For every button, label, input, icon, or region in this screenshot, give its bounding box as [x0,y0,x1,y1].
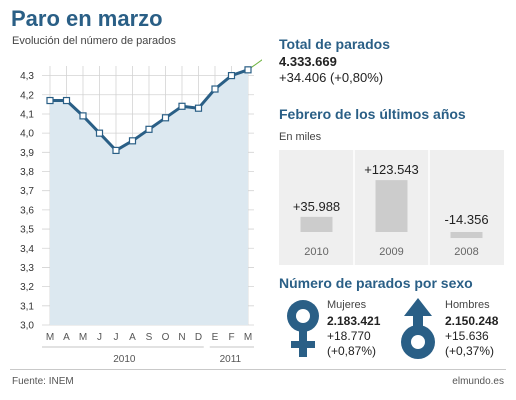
x-tick-label: J [114,332,119,343]
bar-category-label: 2010 [304,246,328,258]
february-bar-chart: +35.988 2010 +123.543 2009 -14.356 2008 [279,150,504,265]
x-tick-label: D [195,332,202,343]
total-change: +34.406 (+0,80%) [279,70,384,85]
data-point [161,114,170,122]
men-total: 2.150.248 [445,314,499,328]
total-value: 4.333.669 [279,54,337,69]
chart-subtitle: Evolución del número de parados [12,35,176,47]
x-tick-label: M [46,332,54,343]
bar-value-label: +35.988 [293,199,340,214]
x-tick-label: A [129,332,136,343]
x-tick-label: E [212,332,219,343]
bar-value-label: -14.356 [444,212,488,227]
total-title: Total de parados [279,36,390,52]
credit-text: elmundo.es [452,376,504,387]
line-chart-y-ticks: 4,3 4,2 4,1 4,0 3,9 3,8 3,7 3,6 3,5 3,4 3,3 3,2 3,1 3… [20,71,34,331]
men-percent: (+0,37%) [445,344,495,358]
x-tick-label: J [97,332,102,343]
men-label: Hombres [445,299,490,311]
february-unit-label: En miles [279,131,322,143]
y-tick-label: 3,1 [20,301,34,312]
y-tick-label: 3,9 [20,148,34,159]
data-point [145,125,153,133]
bar-category-label: 2008 [454,246,478,258]
data-point [227,71,236,80]
february-title: Febrero de los últimos años [279,106,466,122]
y-tick-label: 4,2 [20,90,34,101]
data-point [178,102,186,110]
y-tick-label: 4,3 [20,71,34,82]
line-chart-year-labels: 2010 2011 [42,346,254,365]
data-point [112,146,120,155]
bar-chart-bars: +35.988 2010 +123.543 2009 -14.356 2008 [293,162,489,258]
women-percent: (+0,87%) [327,344,377,358]
bar [300,216,333,232]
y-tick-label: 3,2 [20,282,34,293]
data-point [211,85,219,93]
x-tick-label: F [228,332,234,343]
unemployment-line-chart: 4,3 4,2 4,1 4,0 3,9 3,8 3,7 3,6 3,5 3,4 3,3 3,2 3,1 3… [20,59,262,365]
male-symbol-icon [401,298,435,359]
bar-value-label: +123.543 [364,162,419,177]
bar [450,232,483,239]
y-tick-label: 3,7 [20,186,34,197]
chart-title: Paro en marzo [11,6,163,31]
total-callout-leader [247,59,262,71]
data-point [244,66,252,74]
source-text: Fuente: INEM [12,376,74,387]
y-tick-label: 3,8 [20,167,34,178]
y-tick-label: 3,0 [20,321,34,332]
year-label: 2010 [113,354,136,365]
y-tick-label: 3,4 [20,244,34,255]
x-tick-label: S [146,332,153,343]
bar-category-label: 2009 [379,246,403,258]
y-tick-label: 3,5 [20,225,34,236]
x-tick-label: O [162,332,170,343]
year-label: 2011 [220,354,242,365]
bar [375,180,408,232]
y-tick-label: 3,6 [20,205,34,216]
data-point [79,112,87,120]
data-point [95,129,104,137]
line-chart-points [46,66,252,155]
y-tick-label: 3,3 [20,263,34,274]
data-point [194,104,203,112]
female-symbol-icon [287,300,319,357]
women-label: Mujeres [327,299,367,311]
x-tick-label: A [63,332,70,343]
x-tick-label: N [178,332,185,343]
data-point [128,137,137,145]
women-total: 2.183.421 [327,314,381,328]
sex-section-title: Número de parados por sexo [279,275,473,291]
y-tick-label: 4,1 [20,109,34,120]
data-point [46,96,54,105]
footer-divider [10,369,506,370]
men-change: +15.636 [445,329,489,343]
x-tick-label: M [79,332,87,343]
women-change: +18.770 [327,329,371,343]
x-tick-label: M [244,332,252,343]
y-tick-label: 4,0 [20,129,34,140]
data-point [62,96,71,105]
